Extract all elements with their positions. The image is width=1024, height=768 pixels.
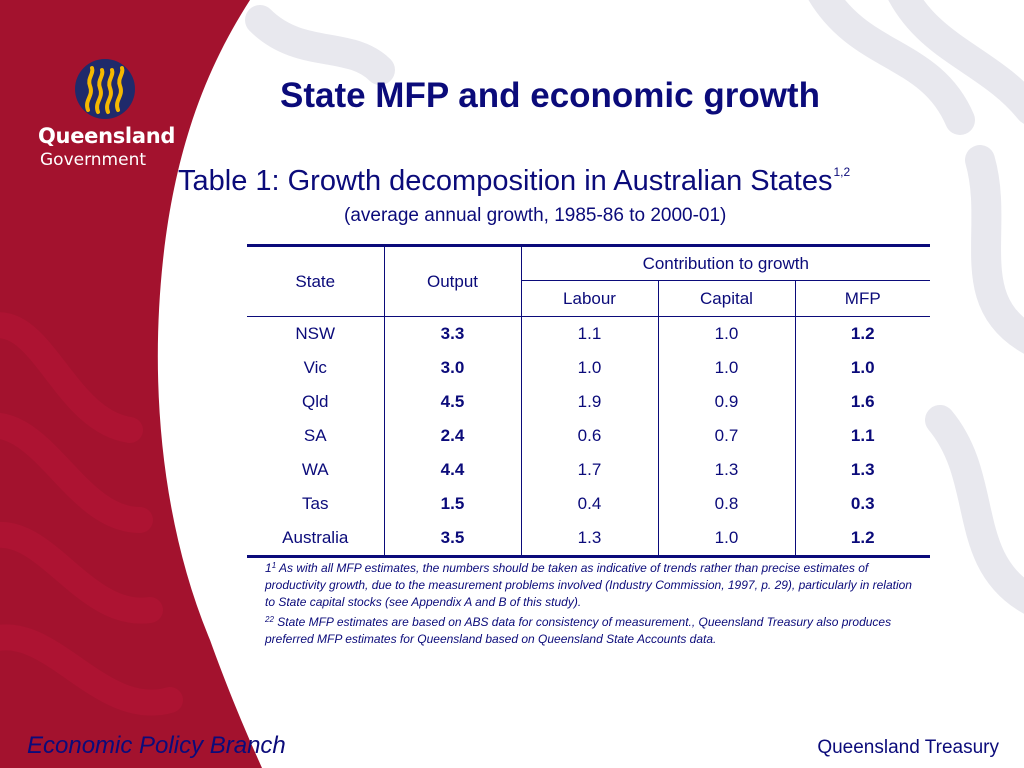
table-row: WA 4.4 1.7 1.3 1.3 xyxy=(247,453,930,487)
cell-state: Tas xyxy=(247,487,385,521)
table-row: NSW 3.3 1.1 1.0 1.2 xyxy=(247,316,930,351)
header-output: Output xyxy=(384,244,522,317)
footnote-2: 22 State MFP estimates are based on ABS … xyxy=(265,611,925,648)
cell-state: NSW xyxy=(247,316,385,351)
cell-mfp: 1.6 xyxy=(850,392,875,411)
cell-state: WA xyxy=(247,453,385,487)
cell-output: 1.5 xyxy=(384,487,522,521)
table-title: Table 1: Growth decomposition in Austral… xyxy=(178,165,850,198)
cell-mfp: 0.3 xyxy=(850,494,875,513)
footnotes: 11 As with all MFP estimates, the number… xyxy=(265,557,925,648)
cell-mfp: 1.1 xyxy=(850,426,875,445)
cell-capital: 1.0 xyxy=(658,351,796,385)
table-title-text: Table 1: Growth decomposition in Austral… xyxy=(178,165,833,197)
table-subtitle: (average annual growth, 1985-86 to 2000-… xyxy=(344,205,727,226)
header-labour: Labour xyxy=(521,280,659,317)
cell-state: Australia xyxy=(247,521,385,558)
table-row: Qld 4.5 1.9 0.9 1.6 xyxy=(247,385,930,419)
footnote-2-text: State MFP estimates are based on ABS dat… xyxy=(265,615,892,646)
cell-state: Qld xyxy=(247,385,385,419)
cell-output: 3.5 xyxy=(384,521,522,558)
footer-organisation-name: Queensland Treasury xyxy=(817,737,999,758)
table-row: Tas 1.5 0.4 0.8 0.3 xyxy=(247,487,930,521)
cell-output: 2.4 xyxy=(384,419,522,453)
cell-capital: 1.0 xyxy=(658,521,796,558)
cell-mfp: 1.2 xyxy=(850,324,875,343)
queensland-crest-icon xyxy=(75,59,135,119)
footnote-1-number: 1 xyxy=(265,561,272,575)
slide-title: State MFP and economic growth xyxy=(280,76,820,115)
growth-decomposition-table: State Output Contribution to growth Labo… xyxy=(247,244,930,558)
maroon-sidebar-band xyxy=(0,0,262,768)
footnote-2-superscript: 22 xyxy=(265,615,274,624)
header-state: State xyxy=(247,244,385,317)
footnote-1-text: As with all MFP estimates, the numbers s… xyxy=(265,561,912,609)
queensland-government-logo: Queensland Government xyxy=(30,58,175,173)
cell-labour: 1.7 xyxy=(521,453,659,487)
cell-mfp: 1.0 xyxy=(850,358,875,377)
table-row: Australia 3.5 1.3 1.0 1.2 xyxy=(247,521,930,558)
cell-labour: 1.3 xyxy=(521,521,659,558)
watermark-swirls xyxy=(0,312,183,716)
cell-mfp: 1.3 xyxy=(850,460,875,479)
cell-labour: 1.1 xyxy=(521,316,659,351)
cell-capital: 0.9 xyxy=(658,385,796,419)
table-row: Vic 3.0 1.0 1.0 1.0 xyxy=(247,351,930,385)
header-capital: Capital xyxy=(658,280,796,317)
cell-labour: 1.0 xyxy=(521,351,659,385)
cell-labour: 0.6 xyxy=(521,419,659,453)
header-mfp: MFP xyxy=(795,280,930,317)
cell-capital: 1.0 xyxy=(658,316,796,351)
cell-labour: 0.4 xyxy=(521,487,659,521)
logo-subtitle: Government xyxy=(40,150,147,170)
cell-labour: 1.9 xyxy=(521,385,659,419)
footer-branch-name: Economic Policy Branch xyxy=(27,732,286,759)
cell-state: SA xyxy=(247,419,385,453)
header-contribution-to-growth: Contribution to growth xyxy=(521,244,930,281)
footnote-1-superscript: 1 xyxy=(271,561,277,570)
cell-output: 3.3 xyxy=(384,316,522,351)
cell-mfp: 1.2 xyxy=(795,521,930,558)
table-title-superscript: 1,2 xyxy=(833,165,851,179)
cell-output: 4.4 xyxy=(384,453,522,487)
footnote-1: 11 As with all MFP estimates, the number… xyxy=(265,557,925,611)
cell-output: 3.0 xyxy=(384,351,522,385)
table-row: SA 2.4 0.6 0.7 1.1 xyxy=(247,419,930,453)
cell-output: 4.5 xyxy=(384,385,522,419)
cell-state: Vic xyxy=(247,351,385,385)
watermark-swirls-light xyxy=(245,0,1024,614)
cell-capital: 0.7 xyxy=(658,419,796,453)
cell-capital: 0.8 xyxy=(658,487,796,521)
cell-capital: 1.3 xyxy=(658,453,796,487)
logo-name: Queensland xyxy=(38,124,176,148)
